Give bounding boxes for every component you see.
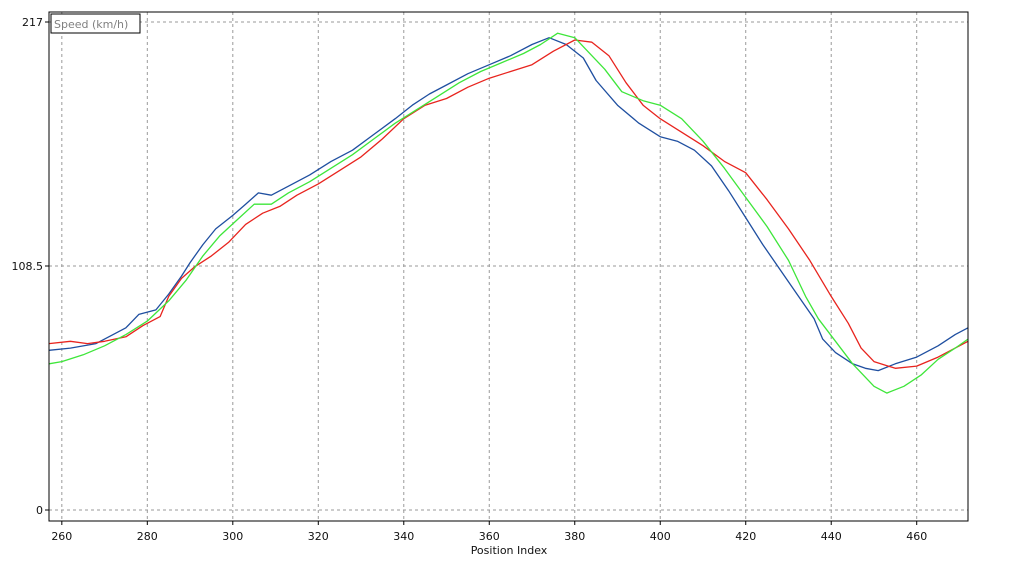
x-tick-label: 460 [906, 530, 927, 543]
legend-box [50, 13, 141, 34]
legend-title: Speed (km/h) [54, 18, 128, 31]
y-tick-label: 108.5 [12, 260, 44, 273]
x-tick-label: 260 [51, 530, 72, 543]
x-tick-label: 380 [564, 530, 585, 543]
y-tick-label: 217 [22, 16, 43, 29]
series-lines [48, 32, 969, 394]
tick-labels: 260 280 300 320 340 360 380 400 420 440 460 0 108.5 2… [12, 16, 928, 543]
plot-background [49, 12, 968, 521]
grid-lines [49, 12, 968, 521]
x-tick-label: 280 [137, 530, 158, 543]
x-tick-label: 320 [308, 530, 329, 543]
series-line-3 [48, 32, 969, 394]
legend: Speed (km/h) [50, 13, 141, 34]
x-axis-title: Position Index [471, 544, 548, 557]
series-line-2 [48, 39, 969, 369]
x-tick-label: 300 [222, 530, 243, 543]
x-tick-label: 360 [479, 530, 500, 543]
x-tick-label: 420 [735, 530, 756, 543]
x-tick-label: 400 [650, 530, 671, 543]
y-tick-label: 0 [36, 504, 43, 517]
x-tick-label: 340 [393, 530, 414, 543]
x-tick-label: 440 [821, 530, 842, 543]
series-line-1 [48, 37, 969, 372]
